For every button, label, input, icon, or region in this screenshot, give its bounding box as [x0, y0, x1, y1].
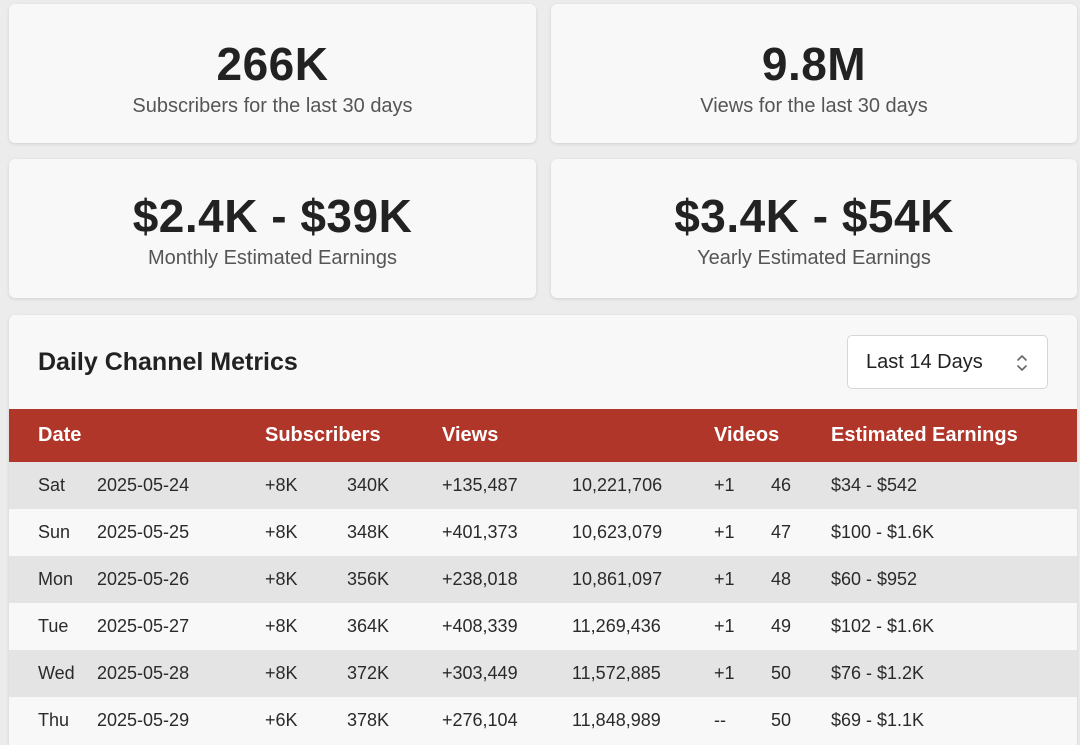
yearly-earnings-card: $3.4K - $54K Yearly Estimated Earnings — [551, 159, 1077, 298]
row-subscribers-total: 372K — [347, 650, 442, 697]
row-videos-total: 46 — [771, 462, 831, 509]
table-row: Tue 2025-05-27 +8K 364K +408,339 11,269,… — [9, 603, 1077, 650]
row-date: 2025-05-27 — [97, 603, 265, 650]
row-day: Thu — [9, 697, 97, 744]
row-earnings: $60 - $952 — [831, 556, 1077, 603]
header-date[interactable]: Date — [9, 409, 265, 462]
row-subscribers-total: 378K — [347, 697, 442, 744]
row-subscribers-delta: +8K — [265, 650, 347, 697]
row-videos-total: 48 — [771, 556, 831, 603]
monthly-earnings-label: Monthly Estimated Earnings — [147, 247, 397, 269]
row-videos-delta: +1 — [714, 603, 771, 650]
row-views-delta: +408,339 — [442, 603, 572, 650]
views-summary-card: 9.8M Views for the last 30 days — [551, 4, 1077, 143]
header-subscribers[interactable]: Subscribers — [265, 409, 442, 462]
row-views-total: 11,572,885 — [572, 650, 714, 697]
header-videos[interactable]: Videos — [714, 409, 831, 462]
row-videos-delta: +1 — [714, 509, 771, 556]
row-videos-delta: -- — [714, 697, 771, 744]
row-subscribers-total: 364K — [347, 603, 442, 650]
row-subscribers-total: 340K — [347, 462, 442, 509]
row-views-total: 11,848,989 — [572, 697, 714, 744]
row-videos-delta: +1 — [714, 556, 771, 603]
row-subscribers-total: 356K — [347, 556, 442, 603]
row-earnings: $102 - $1.6K — [831, 603, 1077, 650]
monthly-earnings-value: $2.4K - $39K — [132, 190, 413, 242]
row-earnings: $100 - $1.6K — [831, 509, 1077, 556]
row-day: Sat — [9, 462, 97, 509]
date-range-select[interactable]: Last 14 Days — [847, 335, 1048, 389]
chevron-up-down-icon — [1017, 355, 1027, 371]
table-row: Sun 2025-05-25 +8K 348K +401,373 10,623,… — [9, 509, 1077, 556]
row-date: 2025-05-29 — [97, 697, 265, 744]
date-range-value: Last 14 Days — [866, 350, 983, 373]
row-views-total: 10,623,079 — [572, 509, 714, 556]
row-earnings: $34 - $542 — [831, 462, 1077, 509]
header-earnings[interactable]: Estimated Earnings — [831, 409, 1077, 462]
header-views[interactable]: Views — [442, 409, 714, 462]
subscribers-summary-card: 266K Subscribers for the last 30 days — [9, 4, 536, 143]
row-subscribers-total: 348K — [347, 509, 442, 556]
row-videos-delta: +1 — [714, 650, 771, 697]
row-videos-delta: +1 — [714, 462, 771, 509]
row-date: 2025-05-25 — [97, 509, 265, 556]
row-views-total: 10,221,706 — [572, 462, 714, 509]
row-subscribers-delta: +8K — [265, 509, 347, 556]
table-header-row: Date Subscribers Views Videos Estimated … — [9, 409, 1077, 462]
table-row: Sat 2025-05-24 +8K 340K +135,487 10,221,… — [9, 462, 1077, 509]
row-date: 2025-05-28 — [97, 650, 265, 697]
row-views-total: 11,269,436 — [572, 603, 714, 650]
row-day: Wed — [9, 650, 97, 697]
row-day: Sun — [9, 509, 97, 556]
row-views-delta: +135,487 — [442, 462, 572, 509]
row-subscribers-delta: +6K — [265, 697, 347, 744]
views-label: Views for the last 30 days — [700, 95, 928, 117]
monthly-earnings-card: $2.4K - $39K Monthly Estimated Earnings — [9, 159, 536, 298]
yearly-earnings-label: Yearly Estimated Earnings — [697, 247, 931, 269]
row-videos-total: 50 — [771, 697, 831, 744]
views-value: 9.8M — [761, 38, 867, 90]
table-row: Wed 2025-05-28 +8K 372K +303,449 11,572,… — [9, 650, 1077, 697]
row-views-delta: +238,018 — [442, 556, 572, 603]
row-date: 2025-05-24 — [97, 462, 265, 509]
daily-metrics-table: Date Subscribers Views Videos Estimated … — [9, 409, 1077, 744]
row-earnings: $69 - $1.1K — [831, 697, 1077, 744]
row-views-total: 10,861,097 — [572, 556, 714, 603]
row-subscribers-delta: +8K — [265, 462, 347, 509]
row-views-delta: +276,104 — [442, 697, 572, 744]
subscribers-label: Subscribers for the last 30 days — [132, 95, 413, 117]
daily-metrics-panel: Daily Channel Metrics Last 14 Days Date … — [9, 315, 1077, 745]
row-videos-total: 47 — [771, 509, 831, 556]
panel-title: Daily Channel Metrics — [38, 348, 298, 376]
row-videos-total: 50 — [771, 650, 831, 697]
row-subscribers-delta: +8K — [265, 556, 347, 603]
row-date: 2025-05-26 — [97, 556, 265, 603]
row-day: Mon — [9, 556, 97, 603]
row-videos-total: 49 — [771, 603, 831, 650]
subscribers-value: 266K — [216, 38, 329, 90]
row-views-delta: +401,373 — [442, 509, 572, 556]
yearly-earnings-value: $3.4K - $54K — [674, 190, 954, 242]
table-row: Thu 2025-05-29 +6K 378K +276,104 11,848,… — [9, 697, 1077, 744]
row-earnings: $76 - $1.2K — [831, 650, 1077, 697]
table-row: Mon 2025-05-26 +8K 356K +238,018 10,861,… — [9, 556, 1077, 603]
row-day: Tue — [9, 603, 97, 650]
row-views-delta: +303,449 — [442, 650, 572, 697]
row-subscribers-delta: +8K — [265, 603, 347, 650]
